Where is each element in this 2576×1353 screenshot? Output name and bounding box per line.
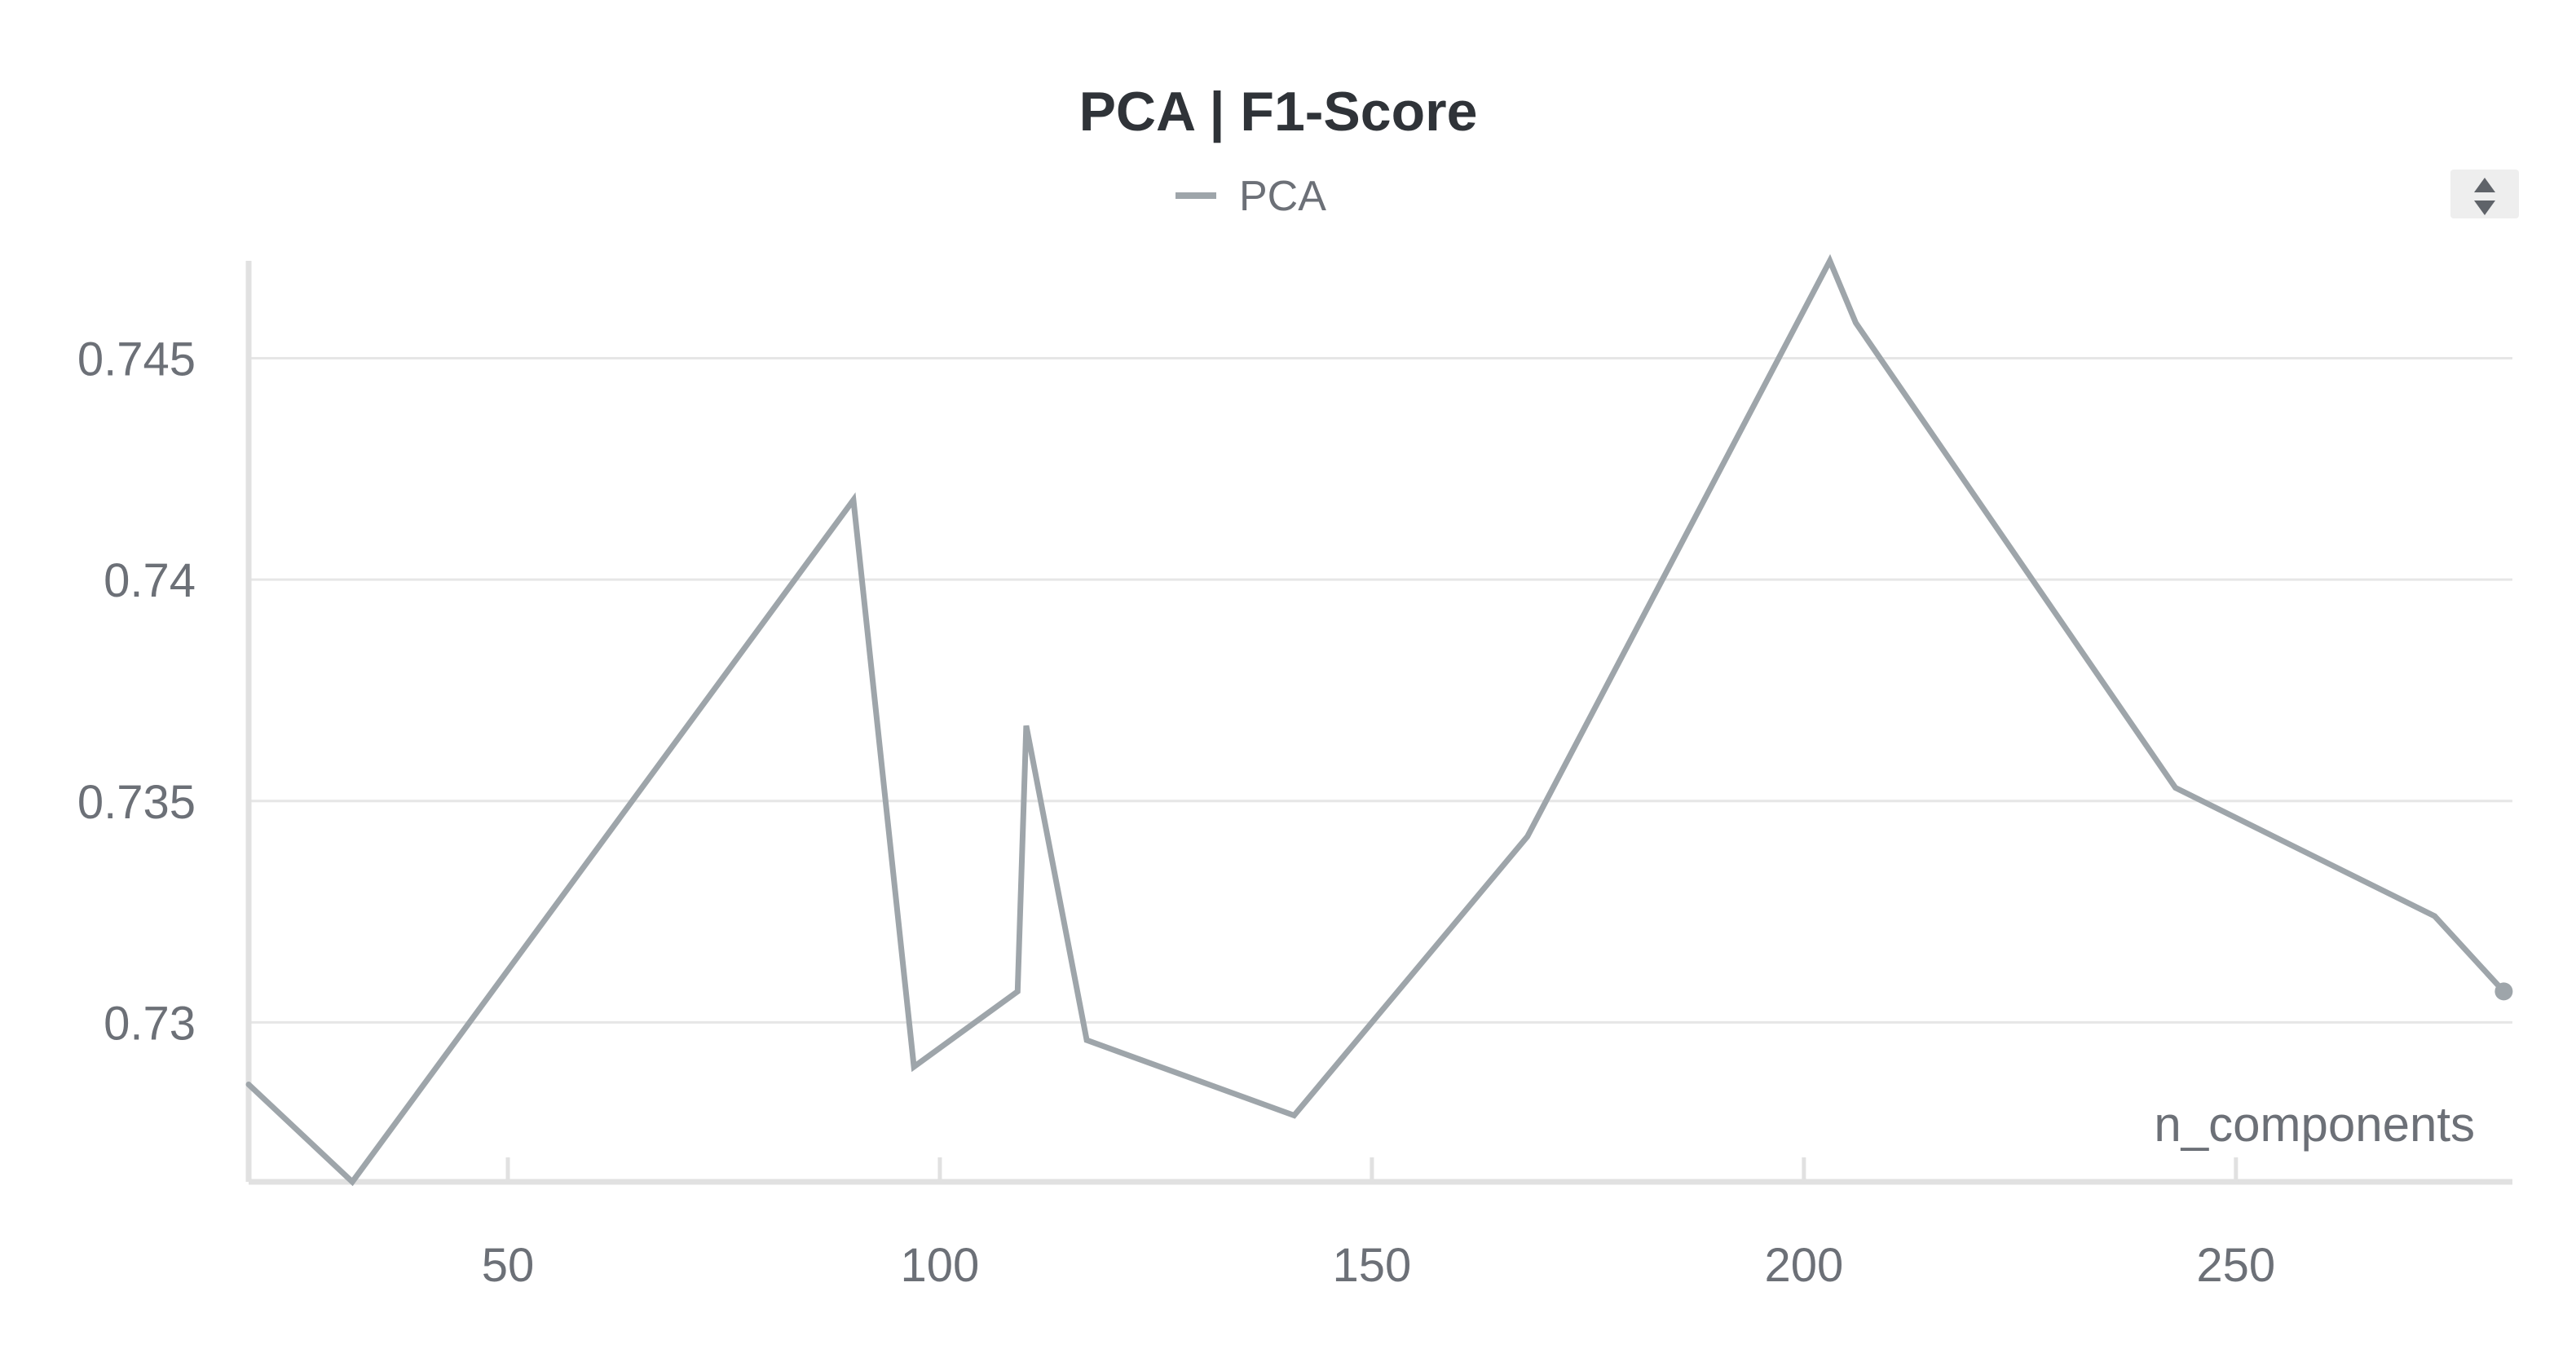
y-tick-label: 0.73 [104, 997, 196, 1050]
scroll-up-arrow[interactable] [2474, 178, 2495, 192]
legend-label-pca: PCA [1239, 173, 1326, 220]
grid-lines [249, 357, 2512, 1024]
series-layer [245, 253, 2513, 1187]
series-line-pca [245, 253, 2507, 1187]
x-tick-label: 100 [901, 1239, 980, 1292]
legend-scroll-control[interactable] [2450, 170, 2519, 218]
chart-title: PCA | F1-Score [1079, 81, 1478, 143]
scroll-down-arrow[interactable] [2474, 201, 2495, 215]
x-axis-ticks: 50 100 150 200 250 [482, 1157, 2275, 1292]
y-axis-ticks: 0.73 0.735 0.74 0.745 [77, 333, 196, 1051]
x-tick-label: 250 [2196, 1239, 2275, 1292]
legend-scroll-background[interactable] [2450, 170, 2519, 218]
legend: PCA [1176, 173, 1326, 220]
x-tick-label: 50 [482, 1239, 535, 1292]
y-tick-label: 0.745 [77, 333, 196, 386]
series-endpoint-marker [2494, 982, 2513, 1001]
sort-arrows-icon[interactable] [2474, 178, 2495, 215]
axes [245, 261, 2512, 1185]
y-tick-label: 0.735 [77, 776, 196, 829]
y-tick-label: 0.74 [104, 554, 196, 607]
x-axis-label: n_components [2154, 1097, 2475, 1152]
x-tick-label: 200 [1764, 1239, 1843, 1292]
x-tick-label: 150 [1333, 1239, 1412, 1292]
